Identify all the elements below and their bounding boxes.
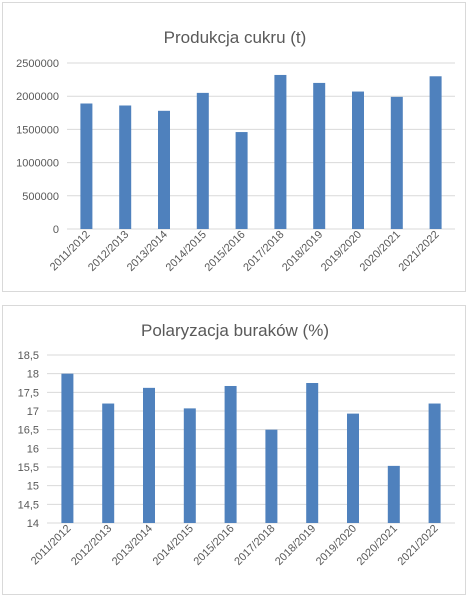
bar — [102, 403, 115, 523]
x-tick-label: 2017/2018 — [232, 523, 277, 568]
x-tick-label: 2013/2014 — [125, 229, 170, 274]
x-tick-label: 2020/2021 — [355, 523, 400, 568]
bar — [274, 74, 287, 230]
bar — [235, 132, 248, 229]
chart-title: Polaryzacja buraków (%) — [141, 321, 329, 340]
x-tick-label: 2014/2015 — [151, 523, 196, 568]
x-tick-label: 2014/2015 — [164, 229, 209, 274]
bar — [306, 383, 319, 523]
x-tick-label: 2021/2022 — [395, 523, 440, 568]
x-tick-label: 2018/2019 — [280, 229, 325, 274]
bar — [158, 110, 170, 229]
y-tick-label: 1000000 — [16, 158, 59, 170]
x-tick-label: 2019/2020 — [314, 523, 359, 568]
y-tick-label: 2000000 — [16, 91, 59, 103]
x-tick-label: 2019/2020 — [319, 229, 364, 274]
bar — [119, 105, 132, 229]
x-tick-label: 2021/2022 — [396, 229, 441, 274]
bar — [387, 465, 400, 523]
y-tick-label: 16,5 — [18, 425, 39, 437]
bar — [224, 385, 237, 523]
x-tick-label: 2012/2013 — [69, 523, 114, 568]
x-tick-label: 2015/2016 — [191, 523, 236, 568]
x-tick-label: 2020/2021 — [358, 229, 403, 274]
y-tick-label: 14,5 — [18, 499, 39, 511]
bar — [428, 403, 441, 523]
beet-polarization-chart: Polaryzacja buraków (%) 14 14,5 15 15,5 16 16… — [2, 305, 466, 595]
bar — [313, 82, 326, 229]
bar — [183, 408, 196, 523]
x-tick-label: 2015/2016 — [202, 229, 247, 274]
y-tick-label: 17 — [27, 406, 39, 418]
bar — [347, 413, 359, 523]
y-tick-label: 1500000 — [16, 124, 59, 136]
sugar-production-svg: Produkcja cukru (t) 0 500000 1000000 150000… — [16, 28, 455, 274]
bar — [352, 91, 364, 229]
bar — [265, 429, 278, 523]
sugar-production-chart: Produkcja cukru (t) 0 500000 1000000 150000… — [2, 2, 466, 292]
y-tick-label: 18 — [27, 369, 39, 381]
y-tick-label: 2500000 — [16, 58, 59, 70]
y-tick-label: 0 — [53, 224, 59, 236]
bar — [143, 387, 155, 523]
bar — [390, 96, 403, 229]
bar — [196, 92, 209, 229]
y-tick-label: 15,5 — [18, 462, 39, 474]
x-tick-label: 2017/2018 — [241, 229, 286, 274]
y-tick-label: 500000 — [22, 191, 59, 203]
y-tick-label: 15 — [27, 481, 39, 493]
y-tick-label: 18,5 — [18, 350, 39, 362]
chart-title: Produkcja cukru (t) — [164, 28, 307, 47]
beet-polarization-svg: Polaryzacja buraków (%) 14 14,5 15 15,5 16 16… — [18, 321, 455, 568]
x-tick-label: 2018/2019 — [273, 523, 318, 568]
x-tick-label: 2013/2014 — [110, 523, 155, 568]
bar — [80, 103, 93, 229]
y-tick-label: 16 — [27, 443, 39, 455]
bar — [61, 373, 74, 523]
y-tick-label: 17,5 — [18, 387, 39, 399]
y-tick-label: 14 — [27, 518, 39, 530]
bar — [429, 76, 442, 229]
x-tick-label: 2012/2013 — [86, 229, 131, 274]
